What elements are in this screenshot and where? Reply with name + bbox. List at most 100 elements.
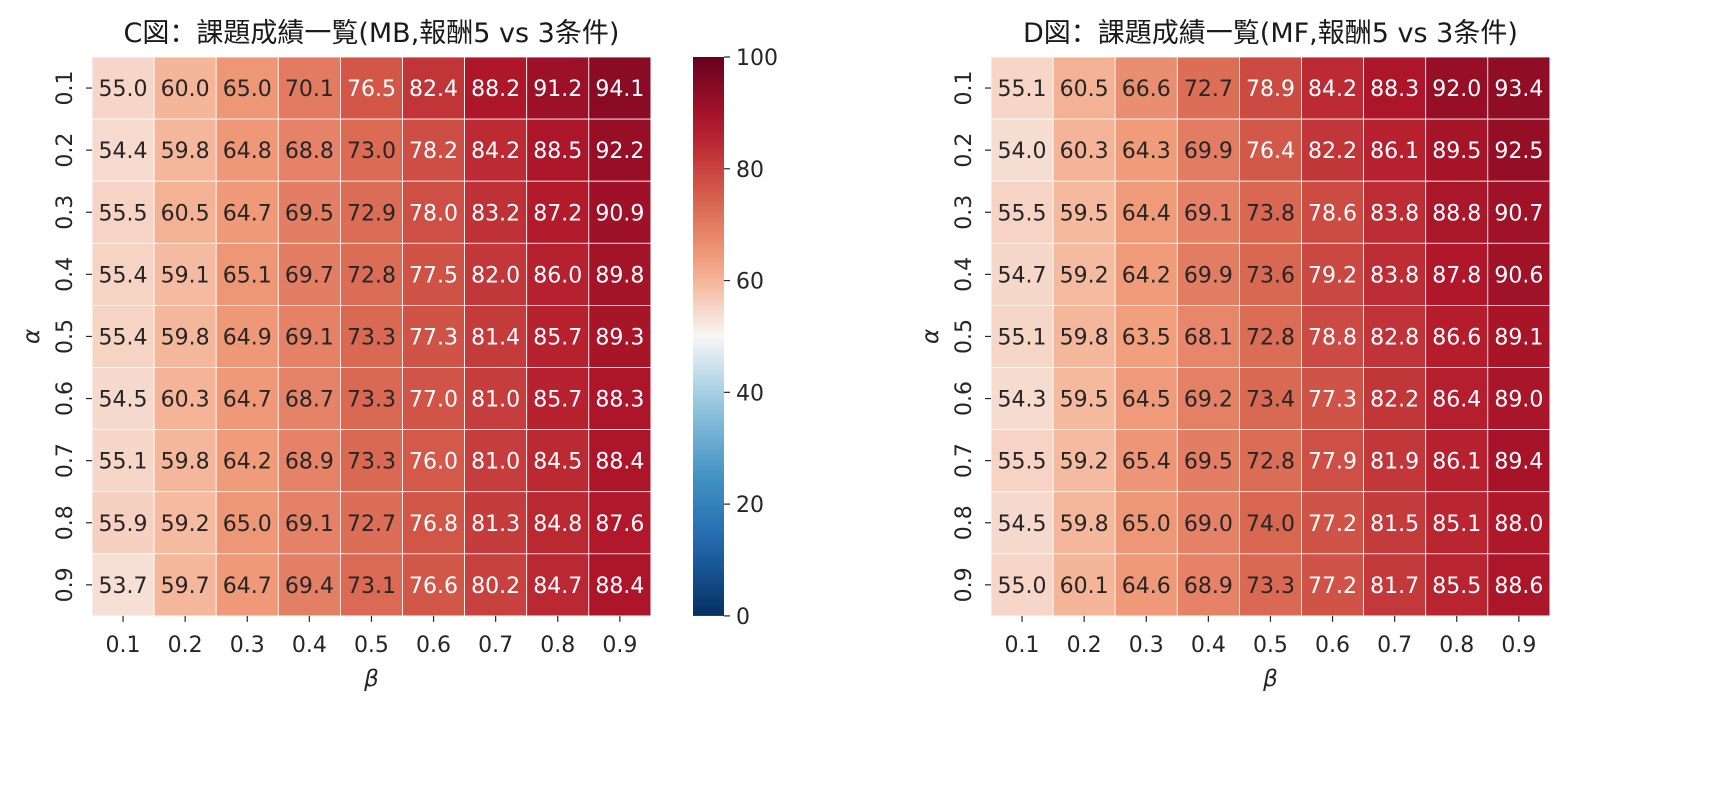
cell-value-label: 82.2	[1370, 388, 1419, 413]
heatmap-cell	[277, 367, 341, 430]
cell-value-label: 55.5	[998, 450, 1047, 475]
heatmap-cell	[402, 304, 465, 368]
cell-value-label: 82.2	[1308, 139, 1357, 164]
y-tick-label: 0.1	[952, 71, 977, 106]
cell-value-label: 59.8	[161, 139, 210, 164]
y-tick-label: 0.2	[53, 133, 78, 168]
cell-value-label: 69.0	[1184, 512, 1233, 537]
y-tick-label: 0.3	[53, 195, 78, 230]
cell-value-label: 84.5	[533, 450, 582, 475]
heatmap-cell	[990, 242, 1054, 306]
x-tick-label: 0.5	[1253, 633, 1288, 658]
heatmap-cell	[1363, 491, 1427, 555]
heatmap-cell	[1176, 491, 1240, 555]
heatmap-cell	[1239, 367, 1302, 430]
cell-value-label: 88.4	[595, 450, 644, 475]
x-tick-label: 0.1	[1005, 633, 1040, 658]
heatmap-cell	[990, 118, 1054, 182]
cell-value-label: 72.8	[347, 263, 396, 288]
heatmap-cell	[339, 429, 403, 493]
heatmap-cell	[277, 491, 341, 555]
cell-value-label: 55.1	[998, 77, 1047, 102]
cell-value-label: 77.2	[1308, 574, 1357, 599]
heatmap-cell	[153, 429, 217, 493]
cell-value-label: 78.0	[409, 201, 458, 226]
cell-value-label: 59.5	[1060, 388, 1109, 413]
x-tick-label: 0.1	[106, 633, 141, 658]
heatmap-cell	[91, 242, 155, 306]
heatmap-cell	[1239, 118, 1302, 182]
heatmap-cell	[277, 56, 341, 120]
cell-value-label: 88.3	[595, 388, 644, 413]
cell-value-label: 73.0	[347, 139, 396, 164]
x-tick-label: 0.2	[168, 633, 203, 658]
cell-value-label: 68.1	[1184, 325, 1233, 350]
cell-value-label: 89.0	[1494, 388, 1543, 413]
cell-value-label: 77.0	[409, 388, 458, 413]
cell-value-label: 85.1	[1432, 512, 1481, 537]
heatmap-cell	[1487, 367, 1551, 430]
cell-value-label: 60.5	[161, 201, 210, 226]
y-tick-label: 0.8	[952, 505, 977, 540]
cell-value-label: 69.2	[1184, 388, 1233, 413]
cell-value-label: 73.6	[1246, 263, 1295, 288]
cell-value-label: 84.2	[471, 139, 520, 164]
x-axis-label: β	[1262, 666, 1278, 692]
heatmap-cell	[464, 553, 528, 617]
heatmap-cell	[990, 304, 1054, 368]
cell-value-label: 78.9	[1246, 77, 1295, 102]
cell-value-label: 54.3	[998, 388, 1047, 413]
cell-value-label: 64.7	[223, 574, 272, 599]
heatmap-cell	[588, 553, 652, 617]
heatmap-cell	[1239, 56, 1302, 120]
cell-value-label: 88.6	[1494, 574, 1543, 599]
cell-value-label: 64.9	[223, 325, 272, 350]
heatmap-cell	[464, 118, 528, 182]
heatmap-cell	[277, 242, 341, 306]
cell-value-label: 89.5	[1432, 139, 1481, 164]
heatmap-cell	[339, 367, 403, 430]
x-tick-label: 0.4	[1191, 633, 1226, 658]
cell-value-label: 88.8	[1432, 201, 1481, 226]
cell-value-label: 55.5	[99, 201, 148, 226]
cell-value-label: 73.3	[1246, 574, 1295, 599]
heatmap-cell	[339, 56, 403, 120]
heatmap-cell	[990, 553, 1054, 617]
heatmap-cell	[1301, 304, 1364, 368]
y-axis-label: α	[19, 329, 45, 344]
cell-value-label: 89.4	[1494, 450, 1543, 475]
heatmap-cell	[402, 491, 465, 555]
x-axis-label: β	[363, 666, 379, 692]
cell-value-label: 69.9	[1184, 139, 1233, 164]
heatmap-cell	[1425, 553, 1489, 617]
cell-value-label: 59.8	[1060, 512, 1109, 537]
cell-value-label: 69.1	[285, 325, 334, 350]
heatmap-cell	[1114, 491, 1178, 555]
cell-value-label: 69.1	[1184, 201, 1233, 226]
heatmap-cell	[588, 242, 652, 306]
heatmap-cell	[215, 491, 279, 555]
heatmap-cell	[1052, 367, 1116, 430]
heatmap-cell	[1114, 242, 1178, 306]
heatmap-cell	[1301, 180, 1364, 244]
heatmap-cell	[277, 304, 341, 368]
cell-value-label: 69.9	[1184, 263, 1233, 288]
cell-value-label: 54.4	[99, 139, 148, 164]
cell-value-label: 68.9	[1184, 574, 1233, 599]
heatmap-panel-d: D図：課題成績一覧(MF,報酬5 vs 3条件) 55.1 60.5 66.6 72.7…	[918, 18, 1551, 692]
heatmap-cell	[1114, 367, 1178, 430]
y-tick-label: 0.4	[53, 257, 78, 292]
x-tick-label: 0.8	[540, 633, 575, 658]
cell-value-label: 72.8	[1246, 450, 1295, 475]
heatmap-cell	[277, 180, 341, 244]
cell-value-label: 76.4	[1246, 139, 1295, 164]
colorbar-gradient	[693, 57, 724, 616]
cell-value-label: 60.5	[1060, 77, 1109, 102]
cell-value-label: 81.0	[471, 450, 520, 475]
cell-value-label: 59.7	[161, 574, 210, 599]
cell-value-label: 82.0	[471, 263, 520, 288]
heatmap-cell	[1487, 180, 1551, 244]
cell-value-label: 86.0	[533, 263, 582, 288]
heatmap-cell	[1301, 429, 1364, 493]
cell-value-label: 92.0	[1432, 77, 1481, 102]
